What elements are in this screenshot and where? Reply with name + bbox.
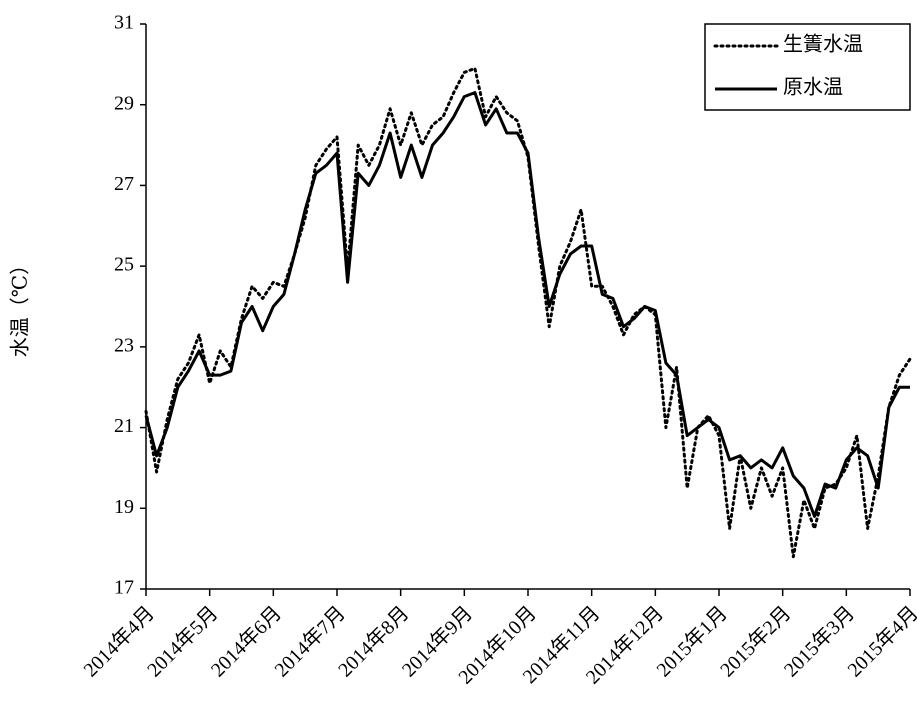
y-tick-label: 31: [114, 12, 134, 34]
series-line: [144, 66, 912, 559]
y-tick-label: 17: [114, 577, 134, 599]
legend-label: 原水温: [783, 76, 843, 99]
y-tick-label: 29: [114, 92, 134, 114]
y-tick-label: 21: [114, 415, 134, 437]
series-line: [144, 91, 910, 518]
legend-label: 生簀水温: [783, 33, 863, 56]
y-tick-label: 25: [114, 254, 134, 276]
y-tick-label: 23: [114, 334, 134, 356]
legend-box: [704, 23, 911, 111]
y-tick-label: 27: [114, 173, 134, 195]
y-axis-label: 水温（℃）: [9, 255, 32, 357]
y-tick-label: 19: [114, 496, 134, 518]
